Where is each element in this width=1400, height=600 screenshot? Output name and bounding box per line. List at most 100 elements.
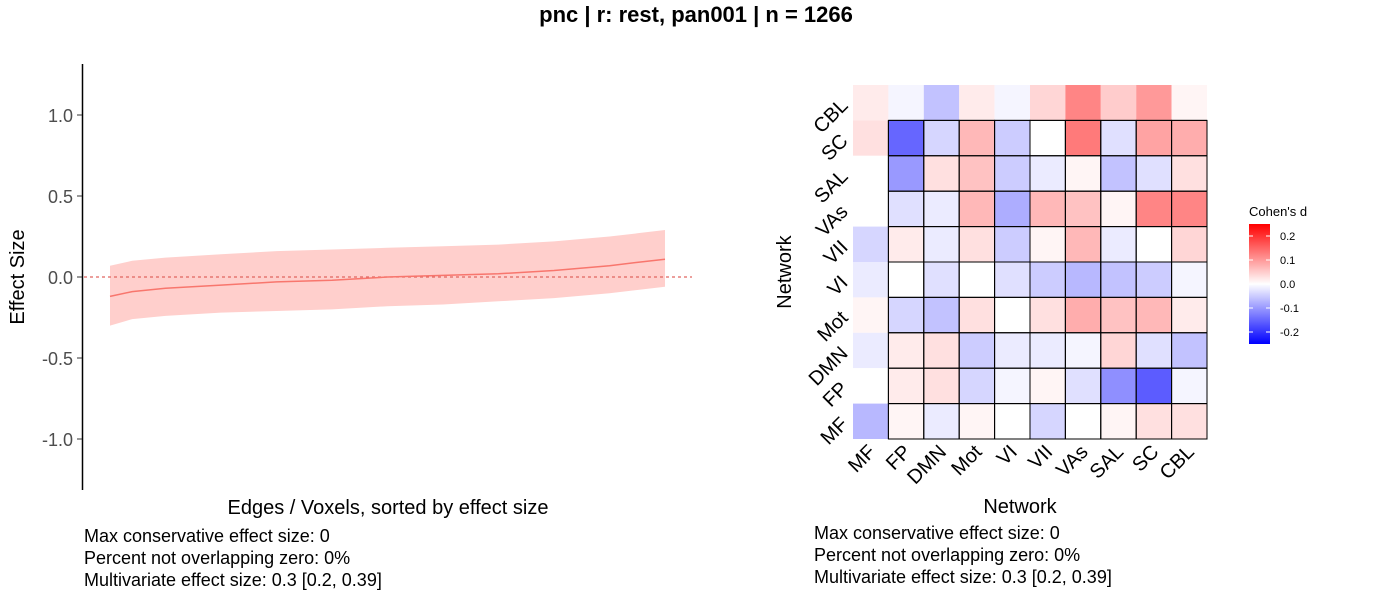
heatmap-cell [1064, 403, 1102, 440]
heatmap-cell [853, 332, 889, 369]
heatmap-cell [994, 226, 1031, 263]
heatmap-cell [923, 296, 960, 334]
y-axis-title: Effect Size [7, 229, 29, 324]
heatmap-cell [1100, 403, 1137, 440]
heatmap-cell [1030, 85, 1066, 121]
heatmap-cell [994, 190, 1031, 228]
heatmap-cell [1171, 332, 1208, 369]
heatmap-cell [1100, 296, 1137, 334]
page-title: pnc | r: rest, pan001 | n = 1266 [539, 2, 853, 27]
heatmap-cell [887, 226, 925, 263]
heatmap-x-tick-label: VII [1024, 441, 1057, 474]
heatmap-cell [887, 367, 925, 405]
heatmap-cell [959, 85, 995, 121]
heatmap-cell [958, 119, 996, 157]
y-tick-label: -0.5 [42, 349, 73, 369]
heatmap-y-tick-label: DMN [805, 342, 853, 390]
heatmap-cell [1100, 190, 1137, 228]
heatmap-cell [1135, 190, 1173, 228]
heatmap-cell [958, 155, 996, 192]
heatmap-cell [853, 262, 889, 298]
heatmap-cell [994, 403, 1031, 440]
heatmap-cell [1100, 85, 1137, 121]
heatmap-cell [1100, 119, 1137, 157]
heatmap-cell [923, 155, 960, 192]
heatmap-cell [1029, 190, 1066, 228]
heatmap-x-tick-label: CBL [1156, 441, 1199, 484]
heatmap-cell [958, 296, 996, 334]
heatmap-cell [923, 403, 960, 440]
heatmap-x-tick-label: MF [844, 441, 880, 477]
heatmap-cell [1135, 261, 1173, 298]
heatmap-cell [923, 190, 960, 228]
heatmap-cell [1100, 155, 1137, 192]
heatmap-y-tick-label: Mot [813, 307, 852, 346]
heatmap-cell [923, 85, 960, 121]
heatmap-cell [1064, 155, 1102, 192]
heatmap-cell [958, 367, 996, 405]
heatmap-y-tick-label: MF [817, 413, 853, 449]
heatmap-cell [1100, 367, 1137, 405]
confidence-ribbon [110, 230, 665, 326]
left-caption-line-1: Max conservative effect size: 0 [84, 526, 330, 546]
heatmap-cell [1029, 403, 1066, 440]
legend-tick-label: -0.1 [1280, 303, 1299, 315]
heatmap-cell [923, 119, 960, 157]
effect-size-line [109, 258, 666, 298]
heatmap-cell [887, 119, 925, 157]
heatmap-cell [1064, 296, 1102, 334]
heatmap-cell [958, 261, 996, 298]
heatmap-y-tick-label: VI [824, 272, 853, 301]
heatmap-cell [887, 155, 925, 192]
heatmap-cell [1171, 367, 1208, 405]
heatmap-cell [1171, 85, 1207, 121]
heatmap-cell [1136, 85, 1172, 121]
heatmap-cell [994, 155, 1031, 192]
heatmap-cell [1064, 226, 1102, 263]
heatmap-x-axis-title: Network [983, 496, 1057, 518]
heatmap-cell [1029, 296, 1066, 334]
heatmap-cell [994, 367, 1031, 405]
y-tick-label: 0.0 [48, 268, 73, 288]
heatmap-cell [994, 85, 1030, 121]
heatmap-cell [853, 403, 889, 439]
heatmap-cell [958, 226, 996, 263]
heatmap-cell [1029, 261, 1066, 298]
heatmap-cell [1171, 226, 1208, 263]
heatmap-cell [923, 332, 960, 369]
legend-tick-label: 0.1 [1280, 255, 1295, 267]
heatmap-cell [1135, 296, 1173, 334]
heatmap-cell [1171, 119, 1208, 157]
heatmap-cell [853, 155, 889, 192]
heatmap-cell [994, 332, 1031, 369]
heatmap-x-tick-label: VI [993, 441, 1022, 470]
heatmap-cell [1171, 403, 1208, 440]
heatmap-cell [1135, 119, 1173, 157]
heatmap-y-tick-label: SAL [810, 165, 852, 207]
heatmap-cell [1029, 226, 1066, 263]
heatmap-cell [1171, 296, 1208, 334]
left-caption-line-3: Multivariate effect size: 0.3 [0.2, 0.39… [84, 570, 382, 590]
heatmap-x-tick-label: SAL [1086, 441, 1128, 483]
heatmap-cell [1135, 367, 1173, 405]
legend-color-bar [1249, 224, 1270, 344]
heatmap-cell [1064, 119, 1102, 157]
heatmap-cell [1135, 226, 1173, 263]
heatmap-cell [1171, 155, 1208, 192]
heatmap-cell [1064, 261, 1102, 298]
heatmap-cell [1100, 226, 1137, 263]
heatmap-cell [853, 85, 889, 121]
legend-tick-label: 0.2 [1280, 231, 1295, 243]
heatmap-cell [994, 119, 1031, 157]
heatmap-cell [887, 190, 925, 228]
x-axis-title: Edges / Voxels, sorted by effect size [228, 497, 549, 519]
heatmap-cell [1100, 261, 1137, 298]
heatmap-y-tick-label: VII [820, 236, 853, 269]
heatmap-cell [1064, 367, 1102, 405]
left-caption-line-2: Percent not overlapping zero: 0% [84, 548, 351, 568]
heatmap-cell [994, 296, 1031, 334]
left-caption: Max conservative effect size: 0 Percent … [84, 525, 382, 591]
heatmap-cell [853, 368, 889, 404]
legend-tick-label: -0.2 [1280, 327, 1299, 339]
